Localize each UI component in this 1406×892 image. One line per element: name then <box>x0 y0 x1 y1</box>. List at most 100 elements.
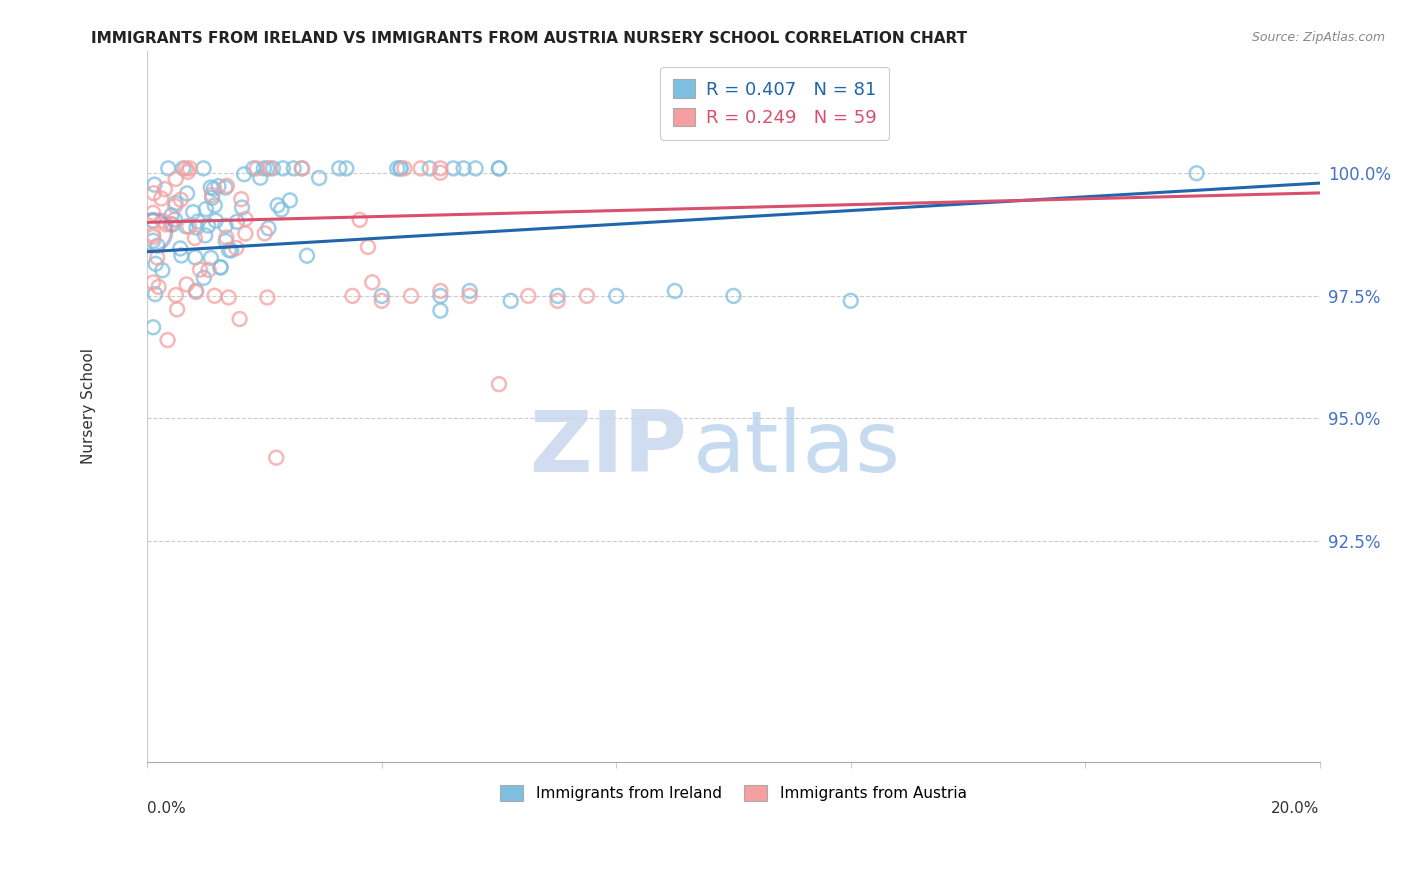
Point <box>256 161 278 176</box>
Point <box>159 217 181 231</box>
Point <box>253 227 276 241</box>
Point <box>209 260 232 275</box>
Point <box>499 293 522 308</box>
Point <box>200 251 222 265</box>
Point <box>394 161 416 176</box>
Point <box>242 161 264 176</box>
Point <box>235 211 257 226</box>
Point <box>174 161 197 176</box>
Point <box>188 262 211 277</box>
Point <box>157 161 180 176</box>
Point <box>429 289 451 303</box>
Point <box>219 244 242 258</box>
Point <box>146 238 169 252</box>
Point <box>207 179 229 194</box>
Text: IMMIGRANTS FROM IRELAND VS IMMIGRANTS FROM AUSTRIA NURSERY SCHOOL CORRELATION CH: IMMIGRANTS FROM IRELAND VS IMMIGRANTS FR… <box>91 31 967 46</box>
Point <box>270 202 292 217</box>
Point <box>231 192 253 206</box>
Point <box>429 284 451 298</box>
Point <box>291 161 314 176</box>
Point <box>225 241 247 255</box>
Text: Nursery School: Nursery School <box>82 348 96 464</box>
Point <box>177 219 200 234</box>
Point <box>328 161 350 176</box>
Point <box>184 231 207 245</box>
Point <box>266 198 288 212</box>
Point <box>231 201 253 215</box>
Point <box>148 280 170 294</box>
Point <box>165 288 187 302</box>
Point <box>429 166 451 180</box>
Point <box>214 180 236 194</box>
Point <box>215 178 238 193</box>
Point <box>517 289 540 303</box>
Point <box>349 212 371 227</box>
Point <box>283 161 305 176</box>
Point <box>142 186 165 201</box>
Point <box>228 312 250 326</box>
Point <box>202 182 225 196</box>
Point <box>184 285 207 299</box>
Point <box>142 276 165 290</box>
Point <box>295 249 318 263</box>
Point <box>197 219 219 233</box>
Point <box>262 161 284 176</box>
Point <box>176 277 198 292</box>
Point <box>142 213 165 227</box>
Point <box>156 333 179 347</box>
Text: 0.0%: 0.0% <box>148 801 186 816</box>
Point <box>249 170 271 185</box>
Point <box>176 186 198 201</box>
Point <box>193 161 215 176</box>
Point <box>387 161 409 176</box>
Point <box>142 206 165 220</box>
Point <box>389 161 412 176</box>
Point <box>308 171 330 186</box>
Point <box>150 191 173 205</box>
Point <box>419 161 441 176</box>
Point <box>429 303 451 318</box>
Point <box>152 214 174 228</box>
Point <box>291 161 314 176</box>
Point <box>257 221 280 235</box>
Point <box>165 196 187 211</box>
Point <box>209 260 232 274</box>
Point <box>150 263 173 277</box>
Point <box>193 270 215 285</box>
Point <box>160 208 183 222</box>
Text: ZIP: ZIP <box>529 408 686 491</box>
Point <box>399 289 422 303</box>
Point <box>153 182 176 196</box>
Point <box>187 214 209 228</box>
Point <box>264 450 287 465</box>
Point <box>271 161 294 176</box>
Point <box>458 289 481 303</box>
Point <box>664 284 686 298</box>
Point <box>429 161 451 176</box>
Point <box>357 240 380 254</box>
Point <box>371 289 394 303</box>
Point <box>169 242 191 256</box>
Point <box>218 290 240 304</box>
Point <box>547 293 569 308</box>
Point <box>246 161 269 176</box>
Point <box>194 202 217 216</box>
Point <box>186 220 208 235</box>
Point <box>204 198 226 212</box>
Point <box>200 180 222 194</box>
Point <box>458 284 481 298</box>
Point <box>488 161 510 176</box>
Point <box>184 284 207 298</box>
Point <box>201 191 224 205</box>
Point <box>488 377 510 392</box>
Point <box>155 217 177 231</box>
Point <box>214 219 236 233</box>
Point <box>342 289 364 303</box>
Text: atlas: atlas <box>692 408 900 491</box>
Point <box>235 227 257 241</box>
Point <box>204 213 226 227</box>
Point <box>142 230 165 244</box>
Point <box>181 205 204 219</box>
Point <box>143 287 166 301</box>
Point <box>184 251 207 265</box>
